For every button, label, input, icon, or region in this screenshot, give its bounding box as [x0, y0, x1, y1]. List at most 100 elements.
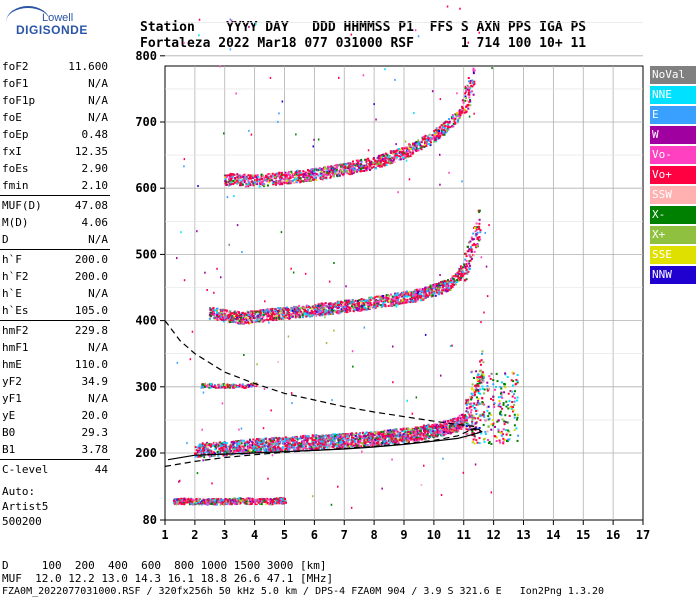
echo-point — [226, 442, 229, 445]
echo-point — [268, 448, 271, 451]
echo-point — [297, 445, 300, 448]
echo-point — [384, 303, 387, 306]
echo-point — [232, 442, 235, 444]
echo-point — [451, 419, 454, 422]
echo-point — [471, 417, 474, 420]
echo-point — [293, 182, 296, 184]
echo-point — [352, 160, 354, 163]
echo-point — [215, 444, 218, 447]
echo-point — [290, 170, 293, 173]
echo-point — [349, 307, 352, 310]
echo-point — [438, 431, 441, 434]
param-value: N/A — [88, 233, 108, 246]
echo-point — [257, 315, 260, 317]
echo-point — [462, 266, 465, 269]
echo-point — [357, 299, 359, 302]
echo-point — [340, 305, 343, 308]
echo-point — [372, 438, 375, 441]
echo-point — [286, 444, 289, 447]
echo-point — [346, 172, 349, 175]
echo-point — [460, 276, 463, 279]
echo-point — [430, 433, 433, 436]
echo-point — [460, 267, 463, 270]
echo-point — [394, 292, 397, 295]
echo-point — [281, 448, 284, 451]
echo-point — [238, 451, 241, 454]
echo-point — [314, 445, 317, 448]
echo-point — [287, 310, 290, 313]
echo-point — [356, 304, 358, 307]
echo-point — [200, 451, 203, 454]
echo-point — [464, 265, 466, 268]
param-value: N/A — [88, 94, 108, 107]
echo-point — [370, 303, 373, 306]
param-row: fmin 2.10 — [0, 177, 110, 194]
echo-point — [243, 321, 246, 324]
param-value: 20.0 — [81, 409, 109, 422]
echo-point — [478, 236, 481, 238]
echo-point — [411, 300, 414, 303]
echo-point — [446, 280, 449, 283]
echo-point — [272, 318, 275, 321]
echo-point — [465, 428, 468, 431]
y-tick-label: 700 — [135, 115, 157, 129]
echo-point — [224, 314, 226, 317]
echo-point — [307, 179, 310, 182]
echo-point — [288, 317, 291, 319]
echo-point — [375, 435, 378, 438]
echo-point — [259, 312, 262, 314]
echo-point — [464, 279, 467, 281]
echo-point — [464, 402, 467, 405]
echo-point — [429, 431, 432, 434]
echo-point — [361, 436, 364, 439]
echo-point — [359, 307, 362, 310]
echo-point — [288, 308, 291, 311]
echo-point — [464, 421, 467, 424]
echo-point — [364, 440, 367, 443]
echo-point — [468, 407, 470, 410]
echo-point — [291, 436, 294, 439]
echo-point — [340, 439, 343, 441]
echo-point — [273, 437, 276, 440]
echo-point — [319, 169, 321, 171]
echo-point — [406, 439, 409, 442]
echo-point — [416, 299, 419, 302]
echo-point — [316, 440, 319, 442]
echo-point — [456, 279, 459, 281]
echo-point — [244, 444, 247, 447]
echo-point — [369, 163, 372, 165]
echo-point — [264, 437, 267, 440]
echo-point — [355, 169, 358, 172]
echo-point — [335, 437, 337, 440]
auto-version: 500200 — [2, 515, 42, 528]
echo-point — [452, 422, 455, 424]
echo-point — [451, 277, 454, 280]
echo-point — [299, 172, 302, 175]
echo-point — [338, 443, 341, 446]
echo-point — [438, 427, 441, 430]
echo-point — [237, 447, 239, 449]
echo-point — [292, 441, 295, 444]
param-name: B1 — [2, 443, 16, 456]
echo-point — [248, 176, 251, 179]
echo-point — [309, 314, 312, 317]
echo-point — [227, 445, 230, 448]
echo-point — [313, 310, 316, 313]
echo-point — [385, 294, 388, 297]
echo-point — [372, 443, 375, 446]
echo-point — [317, 304, 320, 307]
echo-point — [230, 178, 232, 181]
echo-point — [251, 310, 254, 313]
echo-point — [479, 392, 482, 395]
echo-point — [301, 445, 304, 448]
echo-point — [389, 435, 392, 438]
echo-point — [265, 318, 268, 321]
echo-point — [357, 440, 360, 443]
echo-point — [389, 441, 392, 444]
echo-point — [466, 402, 469, 404]
echo-point — [363, 438, 366, 441]
echo-point — [414, 294, 417, 297]
echo-point — [434, 432, 437, 435]
echo-point — [356, 444, 359, 447]
echo-point — [388, 303, 391, 306]
